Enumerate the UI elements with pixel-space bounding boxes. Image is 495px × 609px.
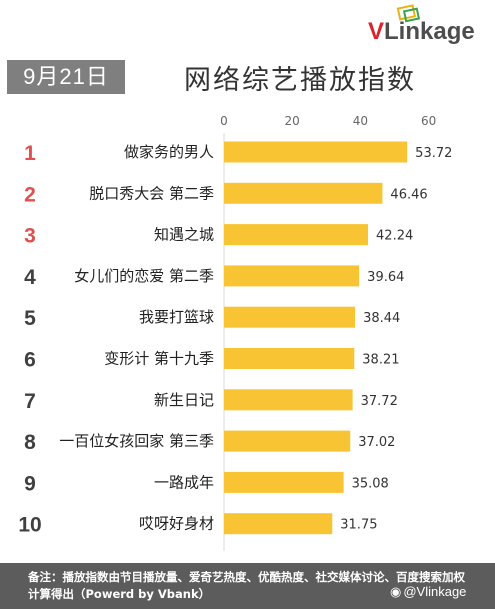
category-label: 知遇之城 [154,226,214,244]
category-label: 我要打篮球 [139,308,214,326]
bar [224,265,360,287]
date-badge: 9月21日 [7,60,125,94]
bar [224,430,351,452]
logo-v: V [368,18,385,45]
rank-number: 2 [24,183,36,206]
category-label: 做家务的男人 [124,143,214,161]
bar-value-label: 42.24 [376,229,413,244]
bar [224,348,355,369]
footer-bar: 备注：播放指数由节目播放量、爱奇艺热度、优酷热度、社交媒体讨论、百度搜索加权计算… [0,563,495,609]
bar-value-label: 46.46 [390,187,427,202]
bar-value-label: 53.72 [415,146,452,161]
rank-number: 4 [24,266,36,289]
footer-note: 备注：播放指数由节目播放量、爱奇艺热度、优酷热度、社交媒体讨论、百度搜索加权计算… [28,570,465,601]
logo-mark-icon [396,4,421,23]
bar-value-label: 38.44 [363,311,400,326]
bar-value-label: 35.08 [352,476,389,491]
x-tick-label: 40 [353,114,368,128]
logo-rest: Linkage [384,18,475,45]
rank-number: 6 [24,349,36,372]
x-tick-label: 20 [285,114,300,128]
category-label: 女儿们的恋爱 第二季 [74,267,214,285]
watermark: ◉ @Vlinkage [390,584,466,600]
page-title: 网络综艺播放指数 [184,65,416,96]
bar-chart: 0 20 40 60 53.72 做家务的男人 1 46.46 脱口秀大会 第二季 2 42.24 知… [18,114,452,551]
bar-value-label: 31.75 [340,518,377,533]
rank-number: 7 [24,390,36,413]
bar-value-label: 39.64 [367,270,404,285]
bar-value-label: 37.02 [358,435,395,450]
rank-number: 9 [24,472,36,495]
bar [224,513,333,535]
x-tick-label: 60 [421,114,436,128]
category-label: 变形计 第十九季 [104,350,214,368]
bar-value-label: 38.21 [362,353,399,368]
weibo-icon: ◉ [390,584,402,599]
category-label: 脱口秀大会 第二季 [89,184,214,202]
bar-value-label: 37.72 [361,394,398,409]
bar [224,306,356,328]
bar [224,389,353,411]
category-label: 一百位女孩回家 第三季 [59,432,214,450]
x-tick-label: 0 [220,114,228,128]
rank-number: 1 [24,142,36,165]
logo-text: VLinkage [368,18,475,46]
category-label: 一路成年 [154,473,214,491]
bar [224,141,408,163]
bar [224,471,344,493]
vlinkage-logo: VLinkage [368,4,488,50]
rank-number: 5 [24,307,36,330]
bar [224,182,383,204]
rank-number: 8 [24,431,36,454]
category-label: 哎呀好身材 [139,515,214,533]
watermark-text: @Vlinkage [403,584,467,599]
rank-number: 10 [18,514,41,537]
bar [224,224,369,246]
rank-number: 3 [24,225,36,248]
category-label: 新生日记 [154,391,214,409]
